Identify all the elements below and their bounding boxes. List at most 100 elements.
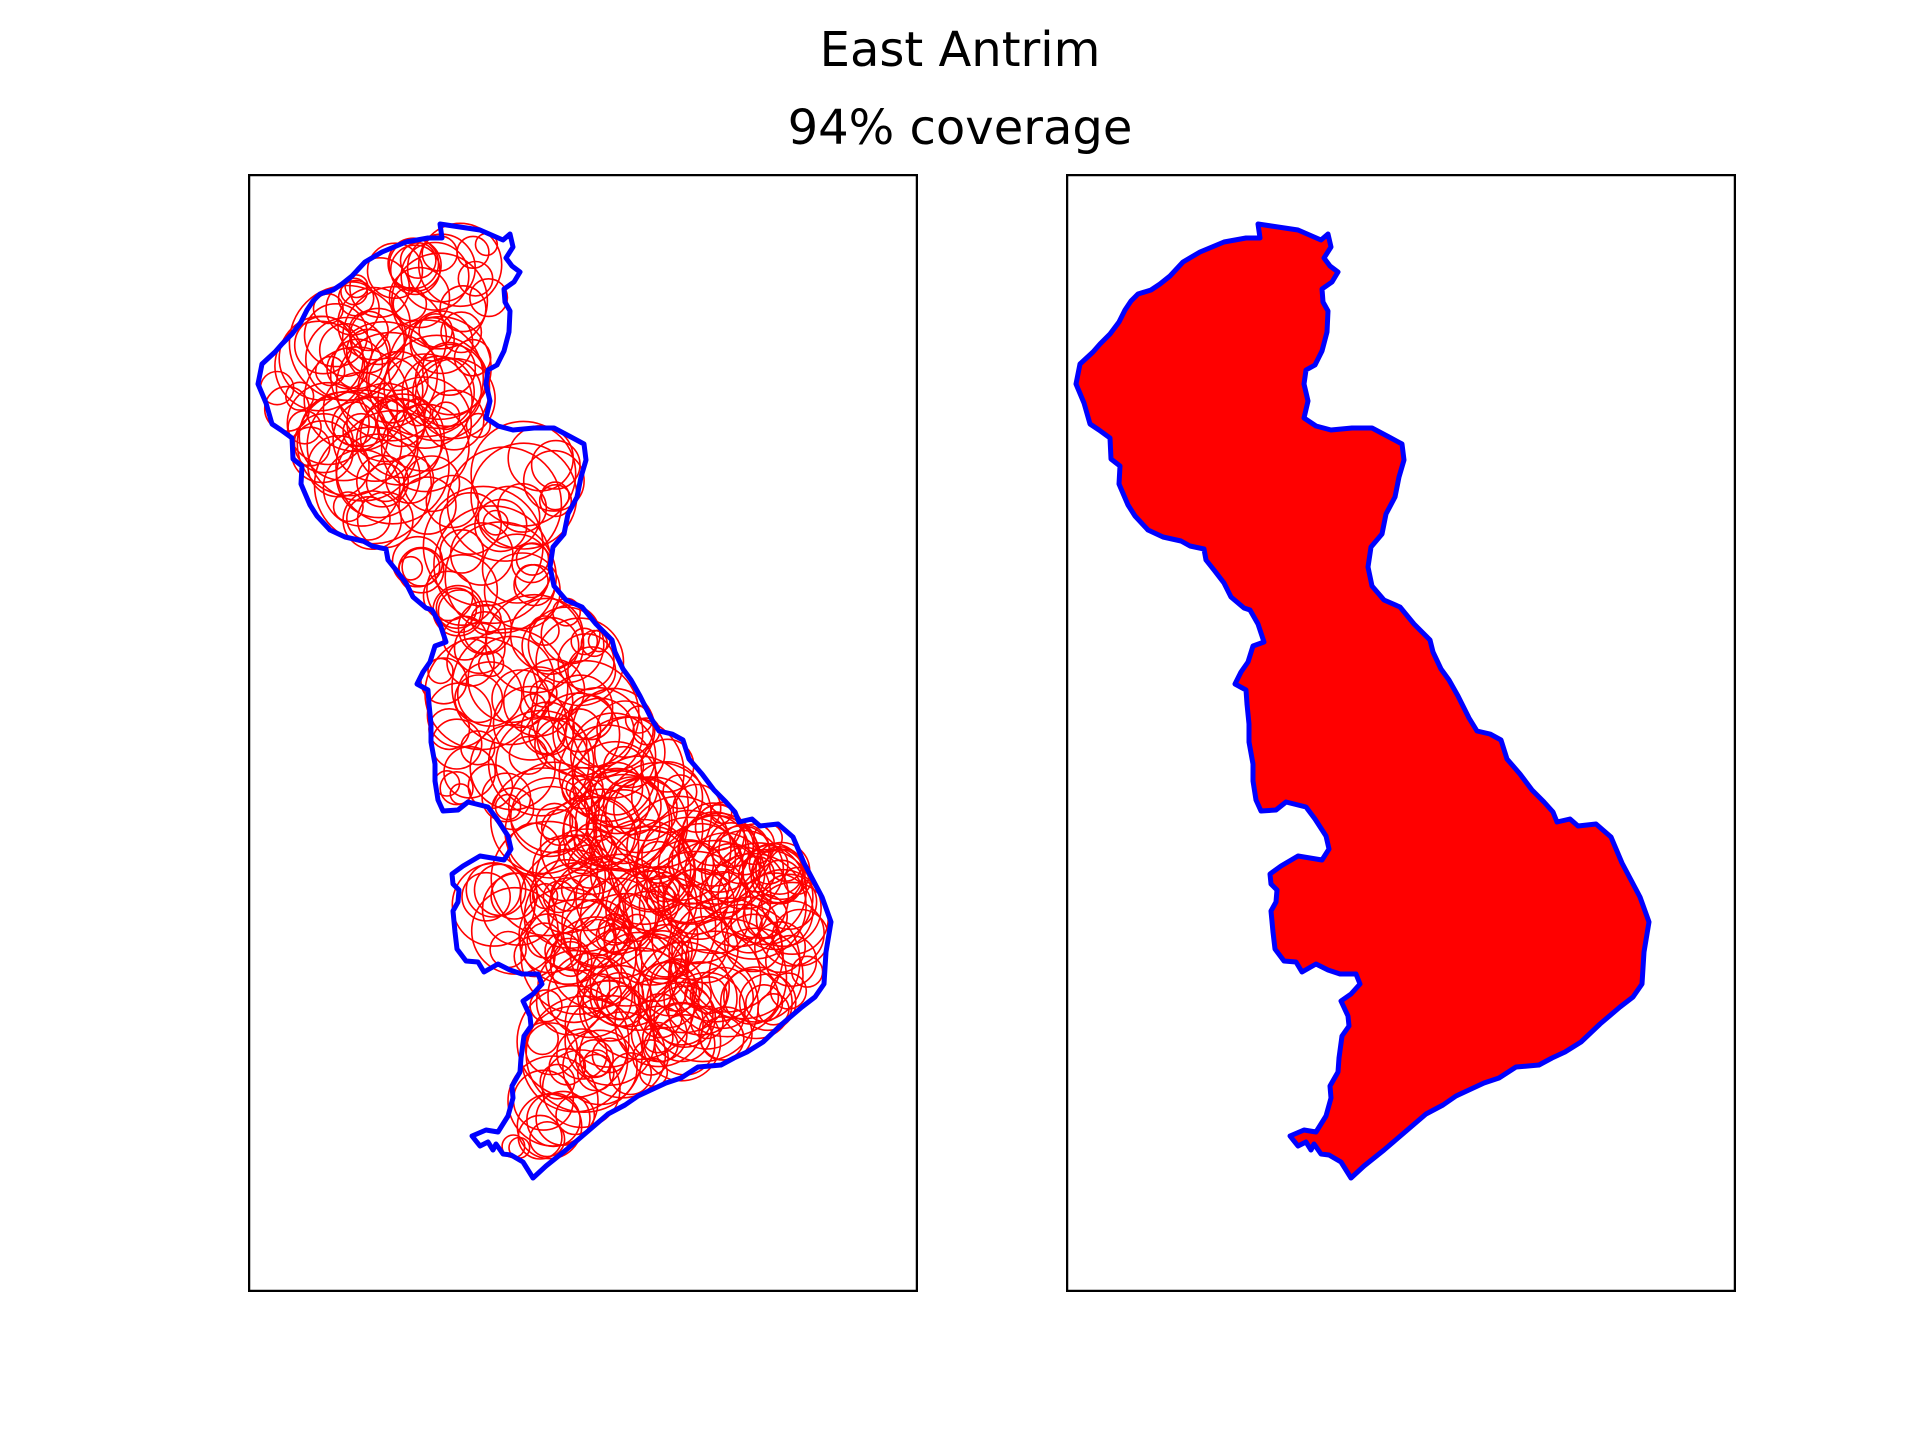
coverage-circle	[287, 410, 322, 445]
coverage-circle	[757, 992, 790, 1026]
coverage-circle	[357, 357, 424, 424]
coverage-circle	[451, 862, 536, 947]
coverage-circle	[490, 820, 607, 937]
coverage-circle	[562, 1029, 638, 1106]
coverage-circle	[542, 880, 576, 914]
coverage-circle	[427, 657, 454, 685]
region-boundary	[255, 221, 834, 1181]
coverage-circle	[667, 840, 715, 887]
coverage-circle	[457, 260, 494, 297]
coverage-circle	[525, 1021, 560, 1056]
coverage-circle	[526, 922, 563, 959]
coverage-circle	[440, 311, 483, 354]
coverage-circle	[589, 931, 689, 1031]
figure-title: East Antrim	[819, 22, 1101, 78]
coverage-circle	[527, 606, 605, 684]
coverage-circle	[608, 892, 646, 930]
coverage-circle	[424, 636, 539, 751]
coverage-circle	[748, 844, 789, 885]
coverage-circle	[730, 906, 763, 940]
coverage-circle	[494, 793, 522, 821]
coverage-circle	[502, 666, 574, 737]
coverage-circle	[639, 923, 693, 978]
coverage-circle	[286, 381, 370, 466]
coverage-circle	[437, 589, 482, 634]
coverage-circle	[620, 933, 690, 1003]
coverage-circle	[641, 1021, 674, 1054]
coverage-circle	[376, 397, 426, 448]
coverage-circle	[564, 994, 656, 1087]
coverage-circle	[539, 795, 640, 896]
coverage-circle	[477, 485, 541, 549]
coverage-circle	[689, 975, 728, 1015]
coverage-circle	[513, 934, 556, 978]
coverage-circle	[719, 966, 793, 1040]
coverage-circle	[646, 884, 679, 917]
coverage-circle	[638, 850, 753, 965]
coverage-circle	[544, 932, 582, 970]
coverage-circle	[614, 977, 704, 1068]
coverage-circles	[259, 222, 830, 1160]
coverage-circle	[355, 398, 443, 486]
coverage-circle	[671, 814, 762, 905]
map-panel-circles	[248, 174, 918, 1292]
coverage-circle	[417, 222, 503, 308]
coverage-circle	[708, 821, 755, 868]
coverage-circle	[456, 661, 523, 727]
coverage-circle	[520, 701, 576, 756]
coverage-circle	[538, 484, 573, 518]
coverage-circle	[398, 555, 424, 581]
coverage-circle	[340, 277, 369, 306]
coverage-circle	[682, 811, 747, 876]
coverage-circle	[461, 871, 512, 922]
coverage-circle	[422, 485, 544, 607]
coverage-circle	[435, 587, 478, 630]
coverage-circle	[516, 1093, 583, 1160]
coverage-circle	[444, 521, 557, 634]
coverage-circle	[539, 1063, 576, 1100]
coverage-circle	[544, 937, 593, 986]
coverage-circle	[571, 687, 656, 772]
coverage-circle	[583, 767, 651, 835]
coverage-circle	[672, 783, 722, 833]
coverage-area	[1076, 224, 1649, 1178]
coverage-circle	[465, 412, 492, 439]
coverage-circle	[649, 958, 704, 1012]
coverage-circle	[522, 449, 585, 512]
coverage-circle	[667, 917, 788, 1038]
coverage-circle	[709, 801, 733, 825]
coverage-circle	[398, 476, 457, 535]
coverage-circle	[530, 659, 640, 769]
coverage-circle	[403, 455, 461, 513]
coverage-circle	[278, 315, 364, 401]
coverage-circle	[332, 491, 364, 523]
coverage-circle	[399, 242, 437, 280]
coverage-circle	[487, 709, 595, 817]
coverage-circle	[418, 312, 454, 348]
map-panel-filled	[1066, 174, 1736, 1292]
coverage-circle	[337, 286, 411, 361]
coverage-circle	[541, 1049, 621, 1129]
coverage-circle	[534, 828, 638, 932]
panel-frame	[248, 174, 918, 1292]
coverage-circle	[451, 628, 569, 746]
coverage-circle	[400, 241, 470, 311]
coverage-circle	[528, 615, 560, 647]
region-boundary	[1073, 221, 1652, 1181]
coverage-circle	[637, 941, 730, 1034]
coverage-circle	[557, 633, 615, 691]
coverage-circle	[591, 1037, 628, 1074]
coverage-subtitle: 94% coverage	[787, 100, 1133, 156]
coverage-circle	[738, 973, 797, 1032]
coverage-circle	[529, 858, 605, 934]
coverage-circle	[469, 278, 509, 318]
coverage-circle	[708, 927, 804, 1023]
coverage-circle	[535, 968, 604, 1036]
coverage-circle	[497, 482, 548, 533]
coverage-circle	[570, 627, 599, 656]
coverage-circle	[700, 842, 761, 903]
coverage-circle	[346, 495, 391, 541]
coverage-circle	[391, 252, 489, 350]
coverage-circle	[667, 971, 746, 1050]
coverage-circle	[335, 331, 446, 442]
